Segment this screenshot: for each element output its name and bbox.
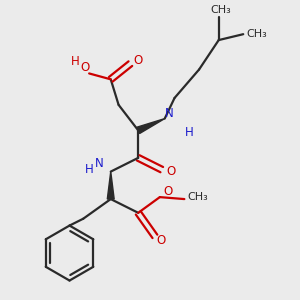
Text: H: H [71, 55, 80, 68]
Text: O: O [134, 54, 143, 67]
Text: O: O [156, 234, 165, 247]
Text: O: O [163, 185, 172, 198]
Text: CH₃: CH₃ [247, 29, 267, 39]
Text: CH₃: CH₃ [188, 192, 208, 202]
Text: O: O [81, 61, 90, 74]
Text: H: H [185, 126, 194, 139]
Polygon shape [107, 172, 114, 199]
Text: O: O [166, 165, 175, 178]
Text: N: N [94, 157, 103, 170]
Text: CH₃: CH₃ [210, 4, 231, 15]
Polygon shape [137, 118, 165, 134]
Text: H: H [85, 163, 94, 176]
Text: N: N [165, 107, 174, 120]
